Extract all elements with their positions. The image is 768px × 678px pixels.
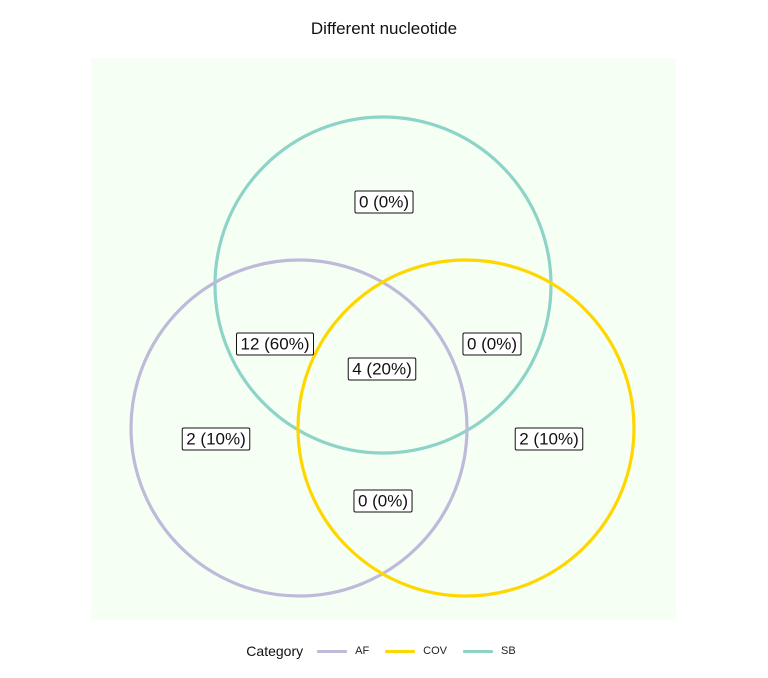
- region-label-text: 0 (0%): [359, 193, 409, 212]
- region-label-box: [347, 357, 417, 381]
- af-circle: [129, 258, 469, 598]
- region-label-af-cov-sb: 4 (20%): [347, 357, 417, 381]
- legend-title: Category: [246, 643, 304, 659]
- region-label-text: 2 (10%): [519, 430, 579, 449]
- legend-item-sb: SB: [463, 645, 516, 657]
- legend-item-af: AF: [317, 645, 369, 657]
- region-label-box: [353, 489, 413, 513]
- region-label-text: 4 (20%): [352, 360, 412, 379]
- legend-label-cov: COV: [423, 645, 448, 657]
- legend-label-sb: SB: [501, 645, 516, 657]
- region-label-box: [181, 427, 251, 451]
- region-label-text: 0 (0%): [467, 335, 517, 354]
- region-label-box: [354, 190, 414, 214]
- cov-circle: [296, 258, 636, 598]
- region-label-sb-only: 0 (0%): [354, 190, 414, 214]
- region-label-box: [236, 332, 314, 356]
- region-label-af-cov: 0 (0%): [353, 489, 413, 513]
- legend-swatch-cov: [385, 649, 416, 653]
- legend-swatch-af: [317, 649, 348, 653]
- legend: Category AF COV SB: [0, 641, 768, 661]
- legend-item-cov: COV: [385, 645, 447, 657]
- legend-label-af: AF: [355, 645, 370, 657]
- legend-swatch-sb: [463, 649, 494, 653]
- sb-circle: [213, 115, 553, 455]
- region-label-af-sb: 12 (60%): [236, 332, 314, 356]
- region-label-cov-sb: 0 (0%): [462, 332, 522, 356]
- region-label-text: 0 (0%): [358, 492, 408, 511]
- region-label-cov-only: 2 (10%): [514, 427, 584, 451]
- plot-background: [91, 58, 676, 620]
- region-label-box: [462, 332, 522, 356]
- region-label-box: [514, 427, 584, 451]
- region-label-af-only: 2 (10%): [181, 427, 251, 451]
- region-label-text: 2 (10%): [186, 430, 246, 449]
- chart-title: Different nucleotide: [310, 19, 458, 38]
- region-label-text: 12 (60%): [241, 335, 310, 354]
